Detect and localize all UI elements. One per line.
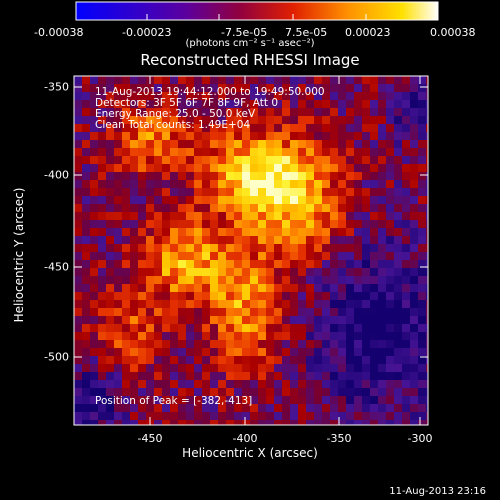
detectors: Detectors: 3F 5F 6F 7F 8F 9F, Att 0 [95,97,279,109]
image-info: 11-Aug-2013 19:44:12.000 to 19:49:50.000… [95,87,325,131]
colorbar-tick-label: 0.00038 [430,26,476,39]
x-tick-label: -450 [137,432,163,445]
x-tick-label: -400 [232,432,258,445]
colorbar-tick-label: 0.00023 [345,26,391,39]
y-tick-label: -400 [44,168,69,182]
energy-range: Energy Range: 25.0 - 50.0 keV [95,108,256,120]
image-title: Reconstructed RHESSI Image [140,51,360,69]
y-tick-label: -350 [44,80,69,94]
plot-frame [73,75,429,426]
time-range: 11-Aug-2013 19:44:12.000 to 19:49:50.000 [95,86,325,98]
y-axis-label: Heliocentric Y (arcsec) [12,187,26,323]
peak-position: Position of Peak = [-382,-413] [95,395,253,407]
colorbar-tick-label: -0.00023 [122,26,172,39]
colorbar [75,1,439,21]
colorbar-units: (photons cm⁻² s⁻¹ asec⁻²) [185,38,315,49]
x-tick-label: -300 [407,432,433,445]
y-tick-label: -500 [44,350,69,364]
colorbar-tick-marks [75,14,439,20]
colorbar-tick-label: 7.5e-05 [285,26,328,39]
rhessi-image [74,76,428,425]
clean-counts: Clean Total counts: 1.49E+04 [95,119,251,131]
colorbar-tick-label: -0.00038 [34,26,84,39]
axis-tick-marks [74,76,428,425]
colorbar-tick-label: -7.5e-05 [221,26,268,39]
y-tick-label: -450 [44,260,69,274]
x-axis-label: Heliocentric X (arcsec) [182,446,318,460]
x-tick-label: -350 [326,432,352,445]
plot-timestamp: 11-Aug-2013 23:16 [389,486,486,497]
